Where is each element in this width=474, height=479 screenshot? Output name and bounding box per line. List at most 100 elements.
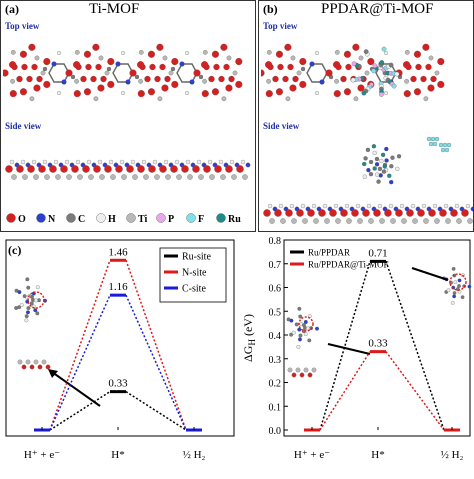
atom-c xyxy=(376,179,381,184)
legend-label-o: O xyxy=(18,214,26,225)
atom-ti xyxy=(412,218,418,224)
linker-ring xyxy=(306,63,328,83)
atom-n xyxy=(384,158,389,163)
atom-o xyxy=(104,165,112,173)
atom-ti xyxy=(269,218,275,224)
atom-ti xyxy=(296,70,302,76)
atom-h xyxy=(377,203,383,209)
atom-ti xyxy=(104,70,110,76)
atom-ti xyxy=(202,50,208,55)
atom-h xyxy=(64,159,70,165)
atom-h xyxy=(53,159,59,165)
atom-o xyxy=(159,165,167,173)
atom-o xyxy=(352,43,360,51)
atom-ti xyxy=(334,50,340,55)
atom-ti xyxy=(44,174,50,180)
panel-b-side-view-label: Side view xyxy=(263,121,300,131)
atom-h xyxy=(9,159,15,165)
atom-o xyxy=(154,75,161,83)
atom-o xyxy=(208,75,215,83)
atom-ru xyxy=(380,152,386,157)
legend-label-p: P xyxy=(168,214,174,225)
chart-c-inset-structures xyxy=(14,277,101,407)
atom-h xyxy=(57,51,61,55)
chart-d-legend: Ru/PPDAR Ru/PPDAR@Ti-MOF xyxy=(290,248,389,270)
atom-ti xyxy=(467,218,473,224)
atom-o xyxy=(287,63,294,71)
atom-h xyxy=(163,159,169,165)
atom-ti xyxy=(404,78,409,84)
atom-n xyxy=(315,326,319,331)
atom-c xyxy=(14,306,19,310)
atom-o xyxy=(75,63,82,71)
atom-o xyxy=(428,209,436,217)
atom-c xyxy=(297,306,302,311)
atom-o xyxy=(137,90,145,98)
panel-c: (c) 0.33 1.46 1.16 Ru-site N-site C-site H⁺ … xyxy=(0,234,240,474)
atom-ti xyxy=(303,367,309,373)
atom-f xyxy=(371,68,376,74)
atom-o xyxy=(107,57,115,66)
atom-o xyxy=(192,165,200,173)
atom-o xyxy=(289,84,297,92)
x-tick-label-1: H* xyxy=(111,449,124,461)
atom-o xyxy=(60,165,68,173)
atom-o xyxy=(43,80,51,89)
atom-o xyxy=(413,88,421,96)
atom-ti xyxy=(285,96,291,102)
atom-h xyxy=(344,203,350,209)
atom-h xyxy=(350,77,356,83)
atom-ti xyxy=(434,70,440,76)
atom-o xyxy=(403,90,411,98)
atom-f xyxy=(426,136,432,142)
atom-o xyxy=(159,63,166,71)
atom-h xyxy=(395,166,400,172)
atom-c xyxy=(451,267,456,271)
atom-n xyxy=(51,61,57,67)
atom-o xyxy=(265,90,273,98)
atom-o xyxy=(19,50,27,58)
atom-o xyxy=(450,209,458,217)
atom-o xyxy=(83,50,91,58)
atom-o xyxy=(203,165,211,173)
atom-c xyxy=(294,322,299,327)
atom-ti xyxy=(291,218,297,224)
atom-ti xyxy=(346,218,352,224)
atom-h xyxy=(121,51,125,55)
panel-b-label: (b) xyxy=(263,2,278,16)
atom-h xyxy=(399,203,405,209)
panel-b-title: PPDAR@Ti-MOF xyxy=(321,1,434,17)
atom-ti xyxy=(10,78,15,84)
atom-h xyxy=(240,159,246,165)
atom-ti xyxy=(287,367,293,373)
panel-a-title: Ti-MOF xyxy=(89,1,140,17)
atom-o xyxy=(437,80,445,89)
legend-swatch-c xyxy=(66,213,76,223)
x-tick-label-2: ½ H₂ xyxy=(441,449,464,461)
atom-o xyxy=(164,75,171,83)
atom-ti xyxy=(364,70,370,76)
atom-o xyxy=(36,75,43,83)
connector-ru-ppdar-ti-mof xyxy=(319,351,371,431)
atom-o xyxy=(149,63,156,71)
atom-o xyxy=(3,69,9,77)
atom-o xyxy=(147,88,155,96)
pointer-line-d1 xyxy=(327,343,371,355)
atom-o xyxy=(357,84,365,92)
atom-o xyxy=(425,63,432,71)
atom-ru xyxy=(371,144,377,149)
atom-ti xyxy=(157,96,163,102)
atom-o xyxy=(80,75,87,83)
data-label-0: 0.33 xyxy=(108,378,128,390)
chart-d-inset-structures xyxy=(286,267,472,378)
atom-o xyxy=(439,209,447,217)
legend-entry-0: Ru-site xyxy=(182,252,211,263)
atom-ti xyxy=(77,174,83,180)
atom-o xyxy=(33,84,41,92)
atom-n xyxy=(378,173,383,178)
atom-h xyxy=(333,203,339,209)
atom-h xyxy=(130,159,136,165)
ti-mof-top-view-structure xyxy=(3,43,243,102)
panel-b: (b) PPDAR@Ti-MOF Top view Side view xyxy=(258,0,474,232)
chart-c-legend: Ru-site N-site C-site xyxy=(159,247,227,303)
